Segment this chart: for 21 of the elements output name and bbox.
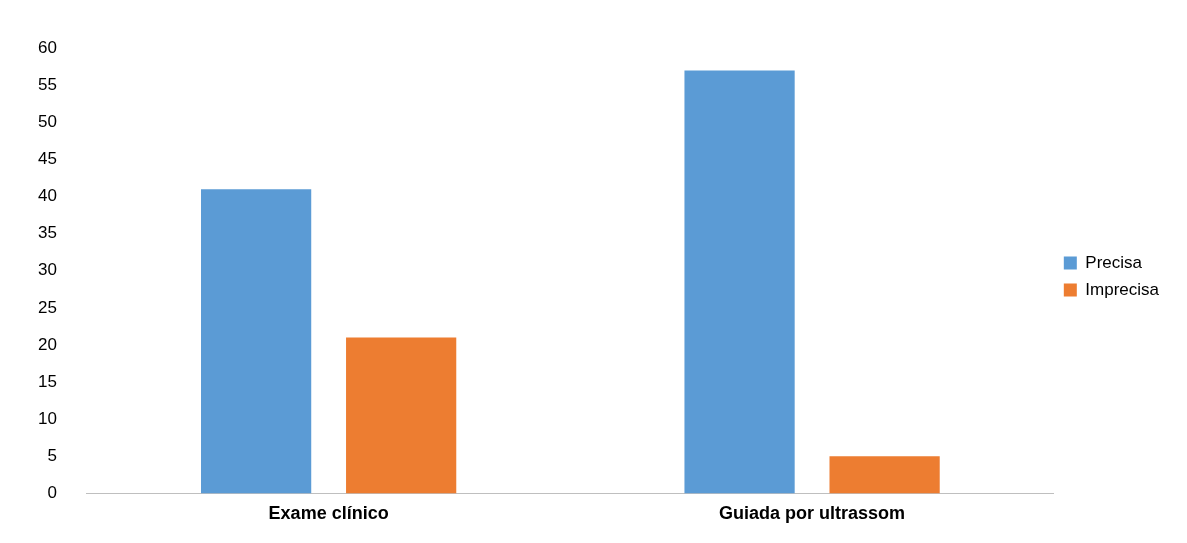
x-tick-label: Guiada por ultrassom [719, 503, 906, 524]
y-tick-label: 40 [37, 186, 57, 206]
y-tick-label: 0 [47, 483, 57, 503]
legend-label: Imprecisa [1085, 279, 1160, 299]
y-tick-label: 55 [37, 74, 57, 94]
y-tick-label: 10 [37, 408, 57, 428]
bar [346, 337, 457, 494]
y-tick-label: 60 [37, 37, 57, 57]
y-tick-label: 50 [37, 112, 57, 132]
y-tick-label: 30 [37, 260, 57, 280]
legend-label: Precisa [1085, 252, 1143, 272]
bar [829, 456, 940, 494]
x-tick-label: Exame clínico [268, 503, 389, 524]
y-tick-label: 45 [37, 149, 57, 169]
y-tick-label: 20 [37, 334, 57, 354]
y-tick-label: 35 [37, 223, 57, 243]
bar [201, 189, 312, 494]
bar [684, 70, 795, 494]
y-tick-label: 25 [37, 297, 57, 317]
y-tick-label: 15 [37, 371, 57, 391]
y-tick-label: 5 [47, 445, 57, 465]
